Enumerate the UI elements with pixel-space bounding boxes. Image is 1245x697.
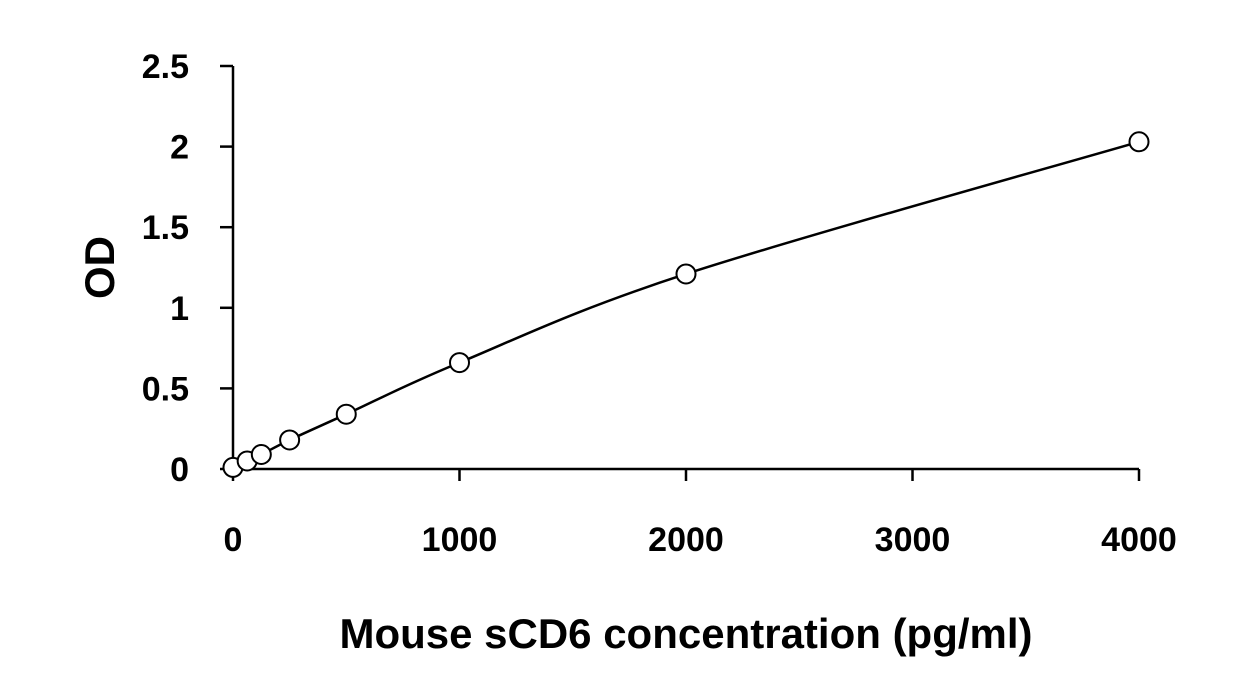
y-tick-label: 1 [170, 290, 189, 328]
y-axis: 0 0.5 1 1.5 2 2.5 [142, 48, 235, 489]
x-tick-label: 0 [224, 521, 243, 559]
x-tick-label: 2000 [648, 521, 724, 559]
y-tick-label: 2.5 [142, 48, 189, 86]
data-point [675, 263, 697, 285]
plot-area [222, 131, 1150, 478]
y-tick-label: 1.5 [142, 209, 189, 247]
data-point [279, 429, 301, 451]
x-axis-title: Mouse sCD6 concentration (pg/ml) [339, 610, 1032, 657]
data-point [449, 352, 470, 374]
x-tick-label: 1000 [422, 521, 498, 559]
y-tick-label: 0.5 [142, 370, 189, 408]
y-tick-label: 0 [170, 451, 189, 489]
data-point [335, 403, 357, 425]
x-tick-label: 3000 [875, 521, 951, 559]
fit-curve-line [232, 140, 1140, 469]
x-tick-label: 4000 [1101, 521, 1177, 559]
data-point [1128, 131, 1150, 153]
data-point [250, 443, 272, 465]
y-axis-title: OD [76, 236, 123, 299]
x-axis: 0 1000 2000 3000 4000 [224, 467, 1177, 559]
y-tick-label: 2 [170, 129, 189, 167]
